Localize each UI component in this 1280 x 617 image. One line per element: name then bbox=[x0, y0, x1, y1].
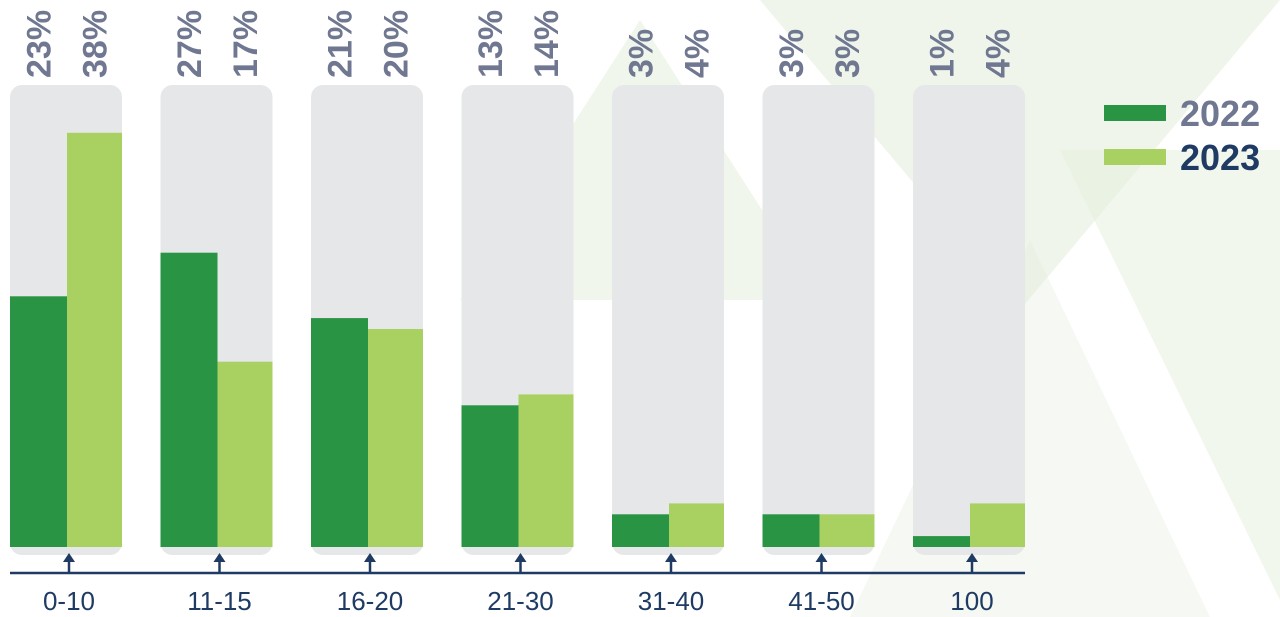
value-label: 4% bbox=[980, 29, 1018, 78]
bar-2023-21-30 bbox=[518, 394, 574, 547]
arrow-head-icon bbox=[966, 553, 978, 562]
arrow-head-icon bbox=[63, 553, 75, 562]
bar-2023-100 bbox=[970, 503, 1025, 547]
arrow-head-icon bbox=[815, 553, 828, 562]
value-label: 1% bbox=[924, 29, 962, 78]
value-label: 21% bbox=[322, 10, 360, 78]
bar-track bbox=[612, 85, 724, 555]
legend-swatch-2022 bbox=[1104, 105, 1166, 121]
value-label: 4% bbox=[679, 29, 717, 78]
category-label: 100 bbox=[950, 586, 993, 616]
value-label: 17% bbox=[227, 10, 265, 78]
arrow-head-icon bbox=[665, 553, 677, 562]
value-label: 14% bbox=[528, 10, 566, 78]
category-label: 41-50 bbox=[788, 586, 855, 616]
value-labels: 23% 38% 27% 17% 21% 20% 13% 14% 3% 4% 3% 3% 1% 4% bbox=[21, 10, 1018, 78]
bars bbox=[10, 132, 1025, 548]
category-label: 31-40 bbox=[638, 586, 705, 616]
category-label: 16-20 bbox=[337, 586, 404, 616]
bar-track bbox=[913, 85, 1025, 555]
value-label: 3% bbox=[829, 29, 867, 78]
arrow-head-icon bbox=[514, 553, 527, 562]
bar-2022-31-40 bbox=[612, 514, 669, 547]
value-label: 20% bbox=[378, 10, 416, 78]
bar-2022-11-15 bbox=[160, 252, 218, 547]
bar-2023-0-10 bbox=[67, 132, 122, 548]
bar-2023-16-20 bbox=[368, 329, 423, 547]
category-label: 11-15 bbox=[187, 586, 252, 616]
arrow-head-icon bbox=[213, 553, 226, 562]
bar-2023-11-15 bbox=[217, 361, 273, 547]
value-label: 27% bbox=[171, 10, 209, 78]
value-label: 3% bbox=[623, 29, 661, 78]
category-label: 21-30 bbox=[487, 586, 554, 616]
category-label: 0-10 bbox=[43, 586, 95, 616]
value-label: 23% bbox=[21, 10, 59, 78]
background-triangle bbox=[1060, 150, 1280, 600]
x-axis: 0-10 11-15 16-20 21-30 31-40 41-50 100 bbox=[10, 553, 1025, 616]
bar-2022-100 bbox=[913, 536, 970, 547]
bar-track bbox=[762, 85, 875, 555]
bar-2023-31-40 bbox=[669, 503, 724, 547]
value-label: 13% bbox=[472, 10, 510, 78]
bar-2023-41-50 bbox=[819, 514, 875, 547]
arrow-head-icon bbox=[364, 553, 376, 562]
bar-2022-41-50 bbox=[762, 514, 820, 547]
legend-label-2022: 2022 bbox=[1180, 93, 1260, 134]
bar-2022-21-30 bbox=[461, 405, 519, 547]
bar-2022-16-20 bbox=[311, 318, 368, 547]
value-label: 38% bbox=[77, 10, 115, 78]
legend-swatch-2023 bbox=[1104, 149, 1166, 165]
legend-label-2023: 2023 bbox=[1180, 137, 1260, 178]
value-label: 3% bbox=[773, 29, 811, 78]
bar-2022-0-10 bbox=[10, 296, 67, 547]
